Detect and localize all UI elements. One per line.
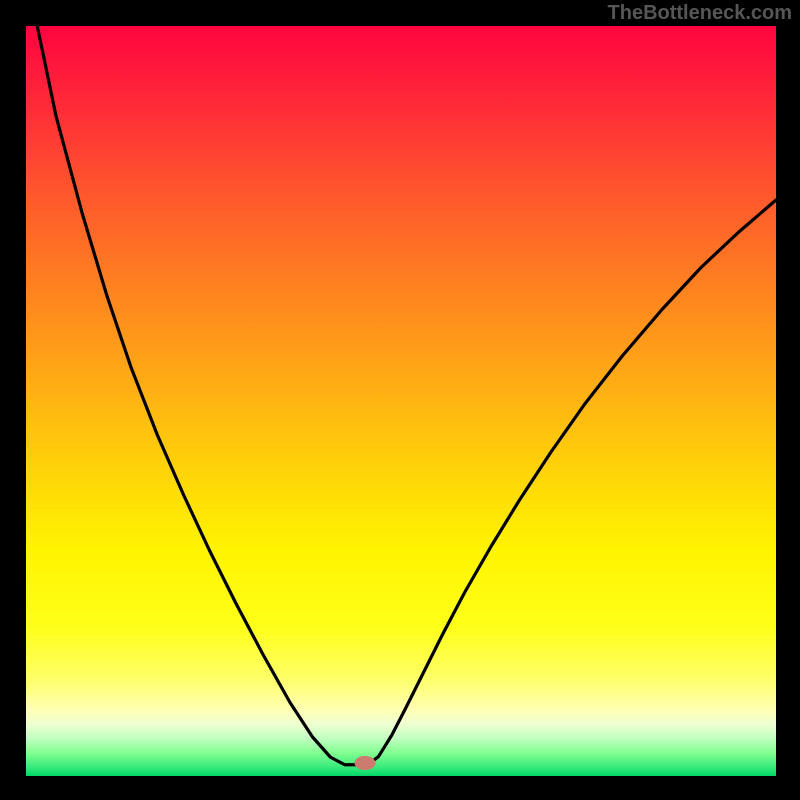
optimal-point-marker	[355, 756, 376, 770]
chart-frame: TheBottleneck.com	[0, 0, 800, 800]
bottleneck-curve	[26, 26, 776, 776]
plot-area	[26, 26, 776, 776]
watermark-text: TheBottleneck.com	[608, 2, 792, 25]
